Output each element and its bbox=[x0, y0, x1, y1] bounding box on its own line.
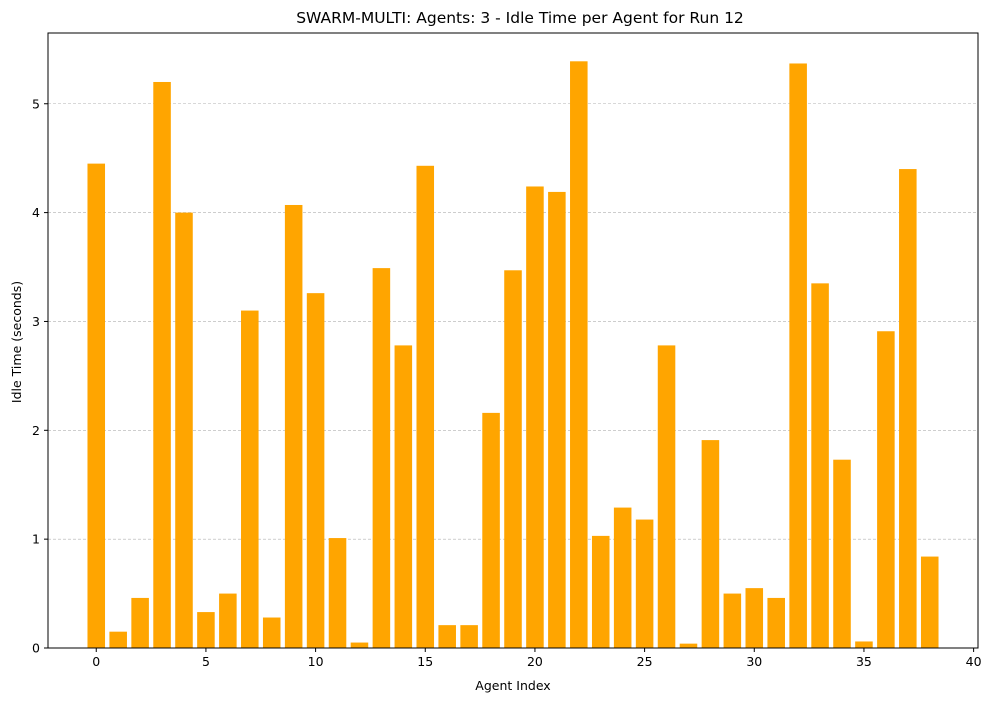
bar bbox=[87, 163, 106, 648]
y-tick-label: 0 bbox=[32, 641, 40, 656]
bar bbox=[855, 641, 873, 648]
x-tick-label: 30 bbox=[746, 654, 762, 669]
y-tick-label: 4 bbox=[32, 205, 40, 220]
bar bbox=[899, 169, 917, 648]
y-tick-label: 2 bbox=[32, 423, 40, 438]
x-tick-label: 40 bbox=[966, 654, 982, 669]
bar bbox=[920, 556, 939, 648]
bar bbox=[504, 270, 522, 648]
x-tick-label: 0 bbox=[92, 654, 100, 669]
bar bbox=[482, 412, 500, 648]
x-tick-label: 25 bbox=[637, 654, 653, 669]
bar bbox=[350, 642, 369, 648]
bar bbox=[833, 459, 851, 648]
bar bbox=[241, 310, 259, 648]
bar bbox=[657, 345, 676, 648]
bar bbox=[416, 165, 435, 649]
y-tick-label: 5 bbox=[32, 96, 40, 111]
bar bbox=[219, 593, 237, 648]
x-axis-ticks: 0 5 10 15 20 25 30 35 40 bbox=[92, 648, 982, 669]
x-tick-label: 10 bbox=[308, 654, 324, 669]
bar bbox=[591, 535, 610, 648]
plot-frame bbox=[47, 32, 979, 649]
y-tick-label: 3 bbox=[32, 314, 40, 329]
bar bbox=[197, 612, 215, 648]
bar bbox=[284, 204, 303, 648]
bar bbox=[438, 625, 456, 648]
x-tick-label: 20 bbox=[527, 654, 543, 669]
bar bbox=[635, 519, 654, 648]
x-tick-label: 15 bbox=[417, 654, 433, 669]
chart-title: SWARM-MULTI: Agents: 3 - Idle Time per A… bbox=[296, 9, 744, 27]
bar bbox=[394, 345, 413, 648]
y-axis-label: Idle Time (seconds) bbox=[9, 281, 24, 403]
bar bbox=[570, 61, 588, 648]
bar bbox=[109, 631, 127, 648]
bar bbox=[306, 293, 325, 648]
bar bbox=[767, 597, 785, 648]
bar bbox=[131, 597, 149, 648]
bar bbox=[789, 63, 807, 648]
bar bbox=[153, 81, 171, 648]
bar bbox=[811, 283, 829, 648]
bar bbox=[460, 625, 478, 648]
bar bbox=[745, 588, 764, 648]
x-tick-label: 35 bbox=[856, 654, 872, 669]
y-axis-ticks: 0 1 2 3 4 5 bbox=[32, 96, 48, 656]
bar bbox=[328, 538, 347, 648]
bar bbox=[372, 268, 391, 648]
bar bbox=[877, 331, 895, 648]
bar bbox=[701, 440, 720, 648]
bar bbox=[548, 191, 566, 648]
bar bbox=[175, 212, 193, 648]
bar bbox=[723, 593, 742, 648]
bar bbox=[679, 643, 698, 648]
bar bbox=[613, 507, 632, 648]
bars bbox=[87, 61, 939, 649]
x-axis-label: Agent Index bbox=[475, 678, 550, 693]
x-tick-label: 5 bbox=[202, 654, 210, 669]
bar bbox=[262, 617, 281, 648]
bar bbox=[526, 186, 544, 648]
y-tick-label: 1 bbox=[32, 532, 40, 547]
